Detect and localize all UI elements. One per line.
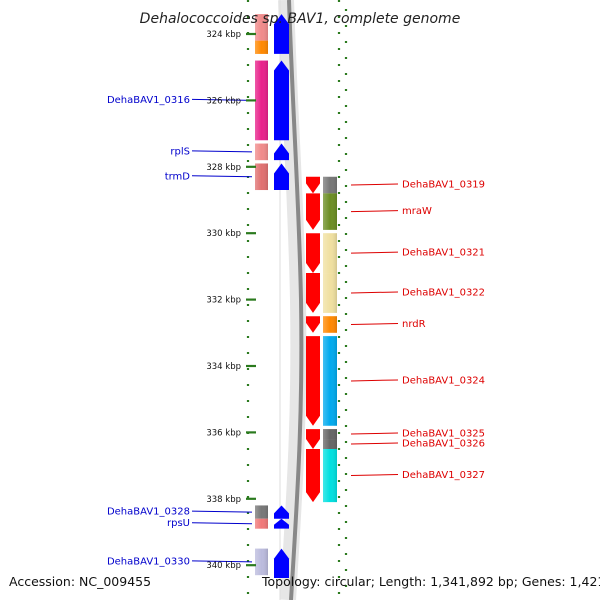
left-label-leader-5 [191,510,253,513]
minus-strand-arrow-4 [306,316,320,333]
right-gene-block-5-sheen [323,336,337,426]
plus-strand-arrow-1 [274,60,289,141]
right-label-leader-2 [350,251,399,254]
plus-strand-arrow-5 [274,518,289,529]
accession-text: Accession: NC_009455 [9,574,151,589]
minus-strand-arrow-1 [306,193,320,230]
left-label-leader-7 [191,560,253,563]
right-label-leader-7 [350,442,399,445]
right-label-leader-0 [350,183,399,186]
left-gene-block-1-sheen [255,40,268,54]
left-gene-block-0-sheen [255,14,268,41]
left-label-leader-3 [191,150,253,153]
right-label-leader-6 [350,432,399,435]
page-title: Dehalococcoides sp. BAV1, complete genom… [140,11,461,27]
right-gene-label[interactable]: nrdR [402,319,426,330]
right-gene-label[interactable]: mraW [402,206,432,217]
right-gene-label[interactable]: DehaBAV1_0319 [402,180,485,191]
topology-text: Topology: circular; Length: 1,341,892 bp… [261,574,600,589]
axis-tick-label: 338 kbp [206,495,241,505]
right-gene-block-2-sheen [323,233,337,274]
axis-tick-label: 340 kbp [206,561,241,571]
left-label-leader-6 [191,522,253,525]
left-gene-block-4-sheen [255,163,268,191]
right-gene-label[interactable]: DehaBAV1_0322 [402,287,485,298]
right-label-leader-5 [350,379,399,382]
minus-strand-arrow-5 [306,336,320,426]
right-label-leader-4 [350,323,399,325]
left-gene-label[interactable]: rplS [170,146,190,157]
left-gene-label[interactable]: DehaBAV1_0330 [107,556,190,567]
minus-strand-arrow-3 [306,273,320,313]
right-gene-block-8-sheen [323,449,337,503]
minus-strand-arrow-2 [306,233,320,274]
minus-strand-arrow-7 [306,449,320,503]
left-gene-block-7-sheen [255,548,268,576]
right-label-leader-1 [350,210,399,213]
backbone-shadow [278,0,307,600]
right-gene-block-7-sheen [323,439,337,449]
axis-tick-label: 336 kbp [206,428,241,438]
right-label-leader-3 [350,291,399,294]
axis-tick-label: 330 kbp [206,229,241,239]
left-gene-block-3-sheen [255,143,268,161]
coordinate-axis: 324 kbp 326 kbp 328 kbp 330 kbp 332 kbp 334 k… [206,30,256,571]
right-gene-block-4-sheen [323,316,337,333]
left-gene-label[interactable]: trmD [165,171,191,182]
backbone-line [287,0,304,600]
left-gene-label[interactable]: DehaBAV1_0316 [107,95,190,106]
axis-tick-label: 328 kbp [206,163,241,173]
left-gene-label[interactable]: rpsU [167,518,190,529]
feature-tracks [255,14,337,578]
right-gene-block-6-sheen [323,429,337,440]
plus-strand-arrow-3 [274,163,289,191]
left-gene-block-5-sheen [255,505,268,519]
plus-strand-arrow-4 [274,505,289,519]
axis-tick-label: 332 kbp [206,296,241,306]
right-label-leader-8 [350,474,399,477]
right-gene-label[interactable]: DehaBAV1_0321 [402,248,485,259]
left-gene-block-2-sheen [255,60,268,141]
left-label-leader-2 [191,98,253,101]
plus-strand-arrow-0 [274,14,289,54]
minus-strand-arrow-0 [306,176,320,194]
right-gene-block-1-sheen [323,193,337,230]
right-gene-label[interactable]: DehaBAV1_0324 [402,375,485,386]
left-label-leader-4 [191,175,253,178]
right-gene-block-0-sheen [323,176,337,194]
axis-tick-label: 324 kbp [206,30,241,40]
axis-tick-label: 334 kbp [206,362,241,372]
right-gene-label[interactable]: DehaBAV1_0327 [402,470,485,481]
left-gene-label[interactable]: DehaBAV1_0328 [107,507,190,518]
right-gene-label[interactable]: DehaBAV1_0326 [402,439,485,450]
right-gene-label[interactable]: DehaBAV1_0325 [402,429,485,440]
left-gene-block-6-sheen [255,518,268,529]
minus-strand-arrow-6 [306,429,320,449]
plus-strand-arrow-2 [274,143,289,161]
axis-tick-label: 326 kbp [206,96,241,106]
plus-strand-arrow-6 [274,548,289,578]
right-gene-block-3-sheen [323,273,337,313]
